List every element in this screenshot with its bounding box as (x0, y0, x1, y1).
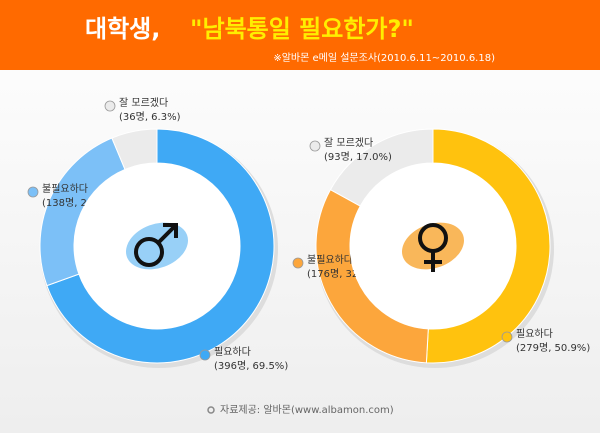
category-label: 불필요하다 (307, 253, 353, 266)
value-label: (93명, 17.0%) (324, 151, 392, 163)
symbol-ellipse (126, 222, 188, 270)
male-symbol (157, 223, 178, 244)
title-part: 대학생, (85, 15, 160, 43)
value-label: (36명, 6.3%) (119, 111, 181, 123)
subtitle: ※알바몬 e메일 설문조사(2010.6.11~2010.6.18) (273, 52, 495, 64)
legend-dot (199, 349, 211, 361)
category-label: 필요하다 (516, 327, 553, 340)
source-bullet (207, 406, 215, 414)
legend-dot (292, 257, 304, 269)
value-label: (279명, 50.9%) (516, 342, 590, 354)
title-part: "남북통일 필요한가?" (190, 15, 414, 43)
legend-dot (27, 186, 39, 198)
symbol-ellipse (402, 222, 464, 270)
source: 자료제공: 알바몬(www.albamon.com) (220, 404, 394, 416)
legend-dot (501, 331, 513, 343)
category-label: 불필요하다 (42, 182, 88, 195)
female-symbol (424, 251, 442, 272)
category-label: 잘 모르겠다 (119, 97, 168, 109)
male-symbol (134, 237, 164, 267)
category-label: 필요하다 (214, 345, 251, 358)
legend-dot (104, 100, 116, 112)
value-label: (396명, 69.5%) (214, 360, 288, 372)
header-bar (0, 0, 600, 70)
legend-dot (309, 140, 321, 152)
category-label: 잘 모르겠다 (324, 137, 373, 149)
